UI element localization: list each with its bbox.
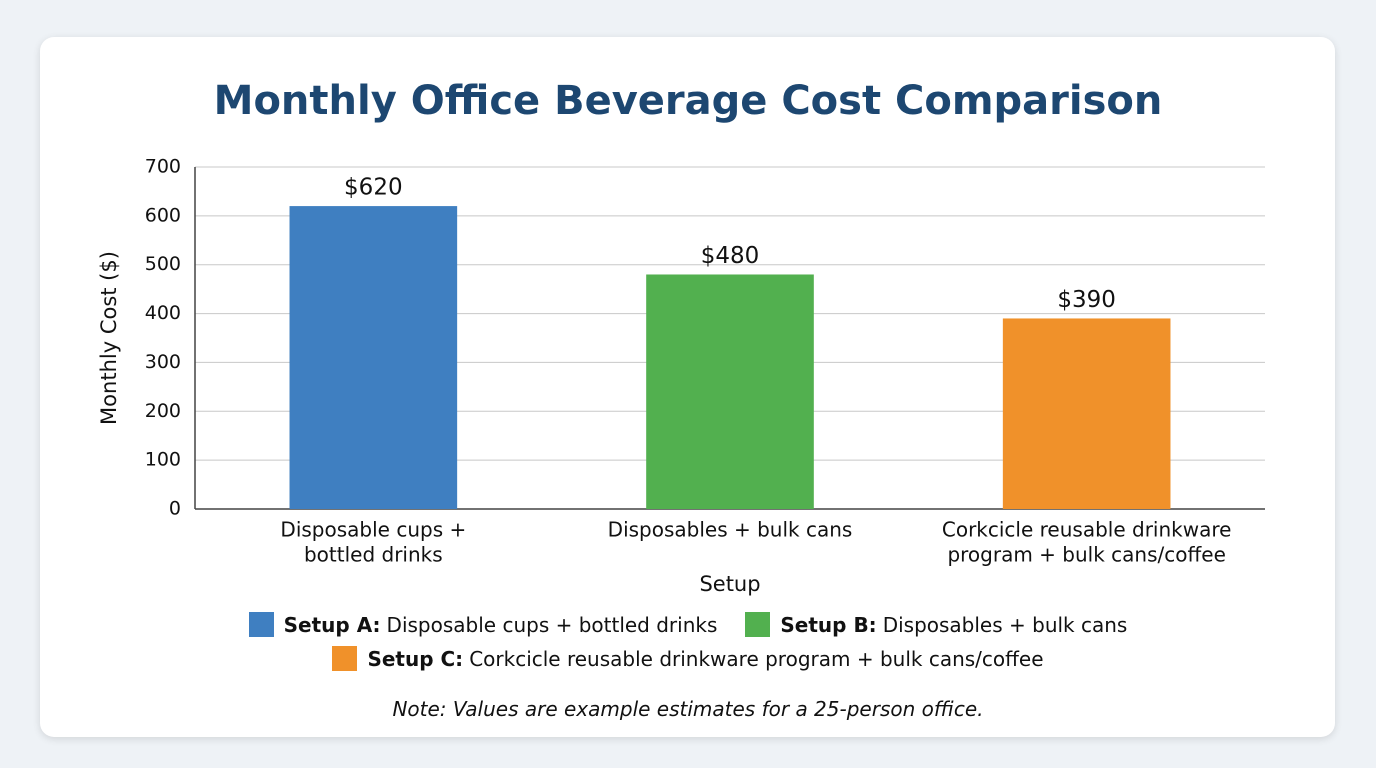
legend: Setup A: Disposable cups + bottled drinks…: [238, 612, 1138, 671]
legend-swatch: [248, 612, 274, 637]
bar: [1002, 318, 1171, 509]
value-label: $480: [701, 243, 760, 269]
legend-swatch: [332, 646, 358, 671]
x-tick-label: Corkcicle reusable drinkware: [942, 518, 1232, 542]
legend-text: Disposables + bulk cans: [882, 612, 1128, 637]
legend-label: Setup B:: [780, 612, 877, 637]
legend-swatch: [745, 612, 771, 637]
y-tick-label: 200: [145, 400, 181, 422]
x-axis-label: Setup: [699, 572, 760, 596]
y-axis-label: Monthly Cost ($): [97, 251, 121, 425]
legend-text: Corkcicle reusable drinkware program + b…: [469, 646, 1044, 671]
x-tick-label: bottled drinks: [304, 543, 443, 567]
y-tick-label: 0: [169, 498, 181, 520]
legend-item: Setup B: Disposables + bulk cans: [745, 612, 1127, 637]
legend-item: Setup A: Disposable cups + bottled drinks: [248, 612, 718, 637]
bar: [289, 206, 458, 510]
x-tick-label: program + bulk cans/coffee: [947, 543, 1225, 567]
legend-label: Setup A:: [283, 612, 381, 637]
legend-text: Disposable cups + bottled drinks: [386, 612, 718, 637]
bar: [646, 274, 814, 509]
x-tick-label: Disposables + bulk cans: [608, 518, 853, 542]
x-tick-label: Disposable cups +: [280, 518, 466, 542]
note: Note: Values are example estimates for a…: [392, 697, 984, 721]
y-tick-label: 400: [145, 302, 181, 324]
value-label: $390: [1057, 287, 1116, 313]
y-tick-label: 700: [145, 156, 181, 178]
y-tick-label: 100: [145, 449, 181, 471]
legend-label: Setup C:: [367, 646, 464, 671]
value-label: $620: [344, 175, 403, 201]
legend-item: Setup C: Corkcicle reusable drinkware pro…: [332, 646, 1044, 671]
y-tick-label: 600: [145, 204, 181, 226]
y-tick-label: 500: [145, 253, 181, 275]
y-tick-label: 300: [145, 351, 181, 373]
chart-title: Monthly Office Beverage Cost Comparison: [214, 78, 1163, 124]
